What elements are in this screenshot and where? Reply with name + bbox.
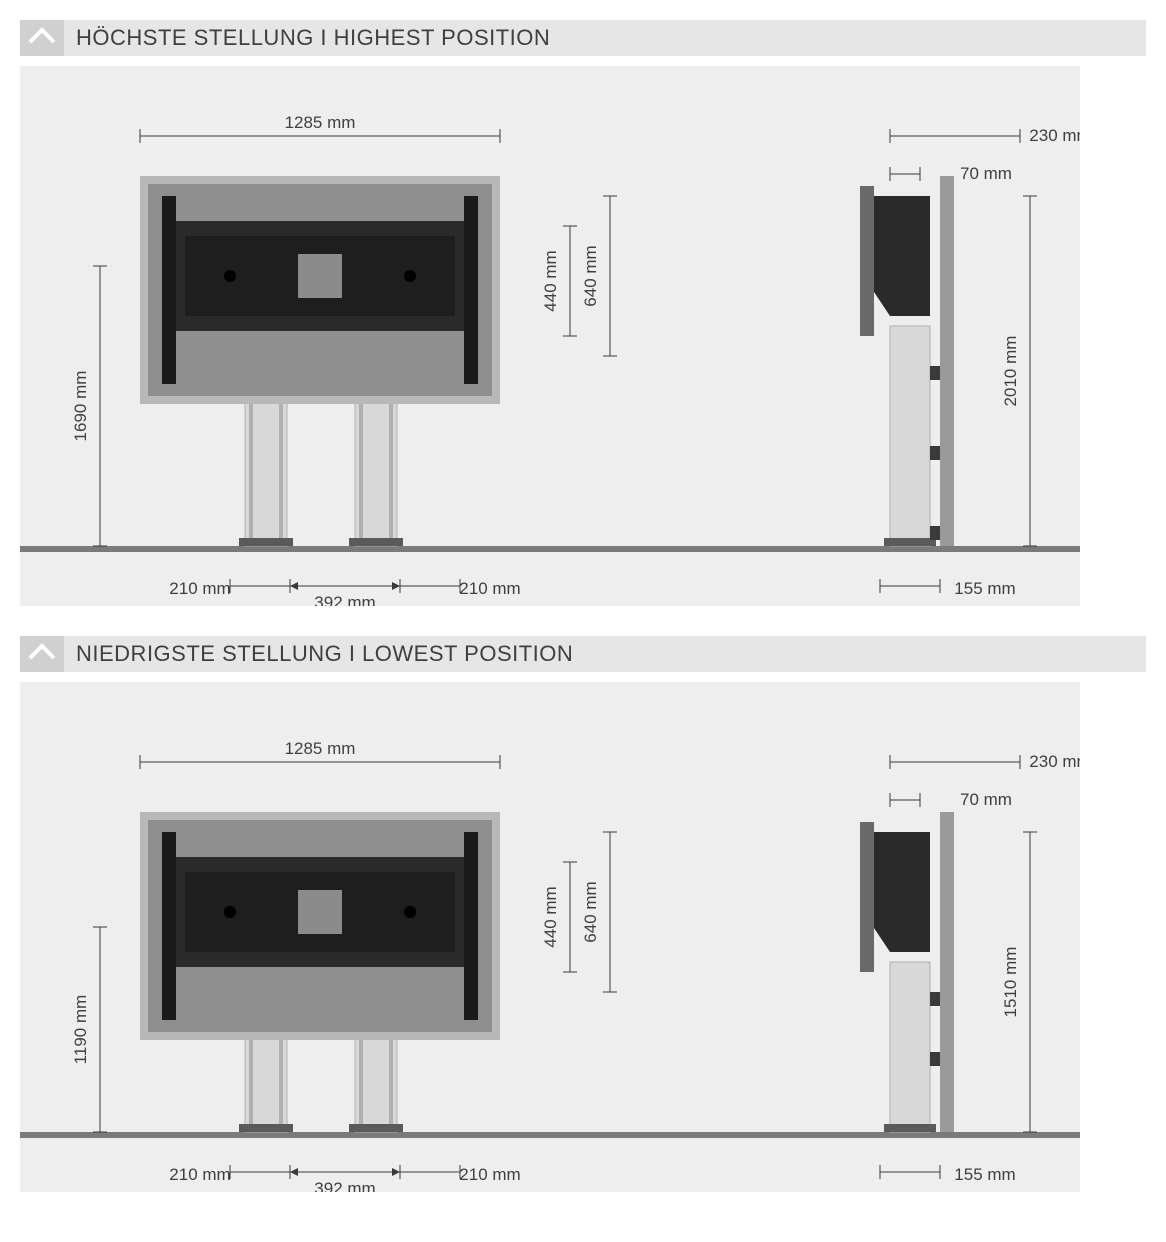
svg-text:1285 mm: 1285 mm bbox=[285, 113, 356, 132]
svg-text:155 mm: 155 mm bbox=[954, 579, 1015, 598]
svg-text:640 mm: 640 mm bbox=[581, 881, 600, 942]
svg-text:210 mm: 210 mm bbox=[459, 579, 520, 598]
svg-text:210 mm: 210 mm bbox=[169, 1165, 230, 1184]
section-header-lowest: NIEDRIGSTE STELLUNG I LOWEST POSITION bbox=[20, 636, 1146, 672]
section-lowest: NIEDRIGSTE STELLUNG I LOWEST POSITION 12… bbox=[20, 636, 1146, 1192]
svg-text:210 mm: 210 mm bbox=[169, 579, 230, 598]
section-title-highest: HÖCHSTE STELLUNG I HIGHEST POSITION bbox=[76, 25, 550, 51]
svg-text:1190 mm: 1190 mm bbox=[71, 995, 90, 1065]
svg-text:1285 mm: 1285 mm bbox=[285, 739, 356, 758]
svg-text:392 mm: 392 mm bbox=[314, 1179, 375, 1192]
svg-text:392 mm: 392 mm bbox=[314, 593, 375, 606]
svg-text:155 mm: 155 mm bbox=[954, 1165, 1015, 1184]
svg-text:2010 mm: 2010 mm bbox=[1001, 336, 1020, 407]
chevron-icon bbox=[20, 20, 64, 56]
svg-text:230 mm: 230 mm bbox=[1029, 126, 1080, 145]
svg-text:440 mm: 440 mm bbox=[541, 250, 560, 311]
svg-text:640 mm: 640 mm bbox=[581, 245, 600, 306]
svg-text:1510 mm: 1510 mm bbox=[1001, 947, 1020, 1018]
section-header-highest: HÖCHSTE STELLUNG I HIGHEST POSITION bbox=[20, 20, 1146, 56]
svg-text:70 mm: 70 mm bbox=[960, 164, 1012, 183]
svg-text:440 mm: 440 mm bbox=[541, 886, 560, 947]
diagram-highest: 1285 mm 1690 mm 440 mm 640 mm 230 mm 70 mm 201… bbox=[20, 66, 1080, 606]
section-highest: HÖCHSTE STELLUNG I HIGHEST POSITION 1285… bbox=[20, 20, 1146, 606]
svg-text:230 mm: 230 mm bbox=[1029, 752, 1080, 771]
chevron-icon bbox=[20, 636, 64, 672]
svg-text:1690 mm: 1690 mm bbox=[71, 371, 90, 442]
diagram-lowest: 1285 mm 1190 mm 440 mm 640 mm 230 mm 70 mm 151… bbox=[20, 682, 1080, 1192]
svg-text:210 mm: 210 mm bbox=[459, 1165, 520, 1184]
svg-text:70 mm: 70 mm bbox=[960, 790, 1012, 809]
section-title-lowest: NIEDRIGSTE STELLUNG I LOWEST POSITION bbox=[76, 641, 573, 667]
